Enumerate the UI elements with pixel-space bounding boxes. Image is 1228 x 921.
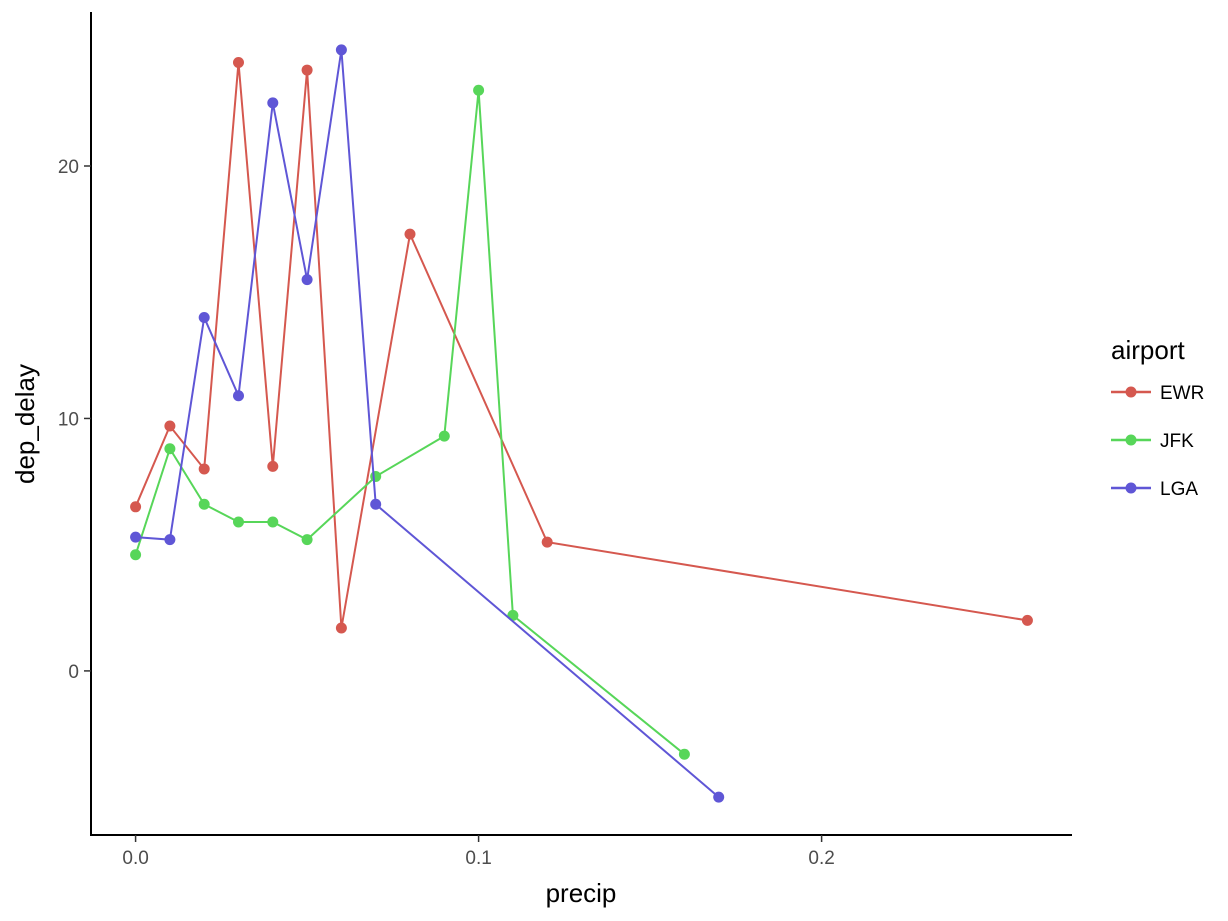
data-point-lga (713, 791, 725, 803)
data-point-ewr (130, 501, 142, 513)
data-point-lga (164, 534, 176, 546)
data-point-jfk (678, 748, 690, 760)
legend-item-lga: LGA (1111, 479, 1198, 500)
data-point-lga (370, 498, 382, 510)
series-line-ewr (134, 62, 1028, 629)
legend-item-ewr: EWR (1111, 383, 1204, 404)
legend-label: JFK (1160, 431, 1194, 452)
legend-key-point (1125, 386, 1137, 398)
legend-key-point (1125, 482, 1137, 494)
data-point-lga (130, 531, 142, 543)
data-point-ewr (198, 463, 210, 475)
legend: airport EWR JFK LGA (1111, 335, 1204, 500)
plot-area (130, 44, 1033, 803)
data-point-ewr (335, 622, 347, 634)
data-point-jfk (301, 534, 313, 546)
data-point-jfk (130, 549, 142, 561)
legend-title: airport (1111, 335, 1185, 365)
data-point-ewr (164, 420, 176, 432)
y-tick-label: 0 (68, 662, 79, 683)
data-point-jfk (164, 443, 176, 455)
legend-label: EWR (1160, 383, 1204, 404)
data-point-ewr (541, 536, 553, 548)
x-axis-ticks: 0.0 0.1 0.2 (122, 835, 835, 869)
data-point-ewr (1021, 614, 1033, 626)
y-tick-label: 10 (58, 409, 79, 430)
data-point-ewr (404, 228, 416, 240)
data-point-jfk (370, 471, 382, 483)
series-line-jfk (134, 90, 686, 755)
data-point-ewr (232, 56, 244, 68)
x-tick-label: 0.1 (465, 848, 491, 869)
x-tick-label: 0.2 (808, 848, 834, 869)
data-point-lga (335, 44, 347, 56)
data-point-ewr (267, 460, 279, 472)
data-point-ewr (301, 64, 313, 76)
data-point-jfk (267, 516, 279, 528)
y-tick-label: 20 (58, 157, 79, 178)
data-point-jfk (232, 516, 244, 528)
data-point-jfk (438, 430, 450, 442)
data-point-lga (267, 97, 279, 109)
data-point-lga (198, 311, 210, 323)
series-line-lga (135, 49, 720, 798)
x-axis-title: precip (546, 878, 617, 908)
series-ewr (130, 56, 1033, 634)
legend-key-point (1125, 434, 1137, 446)
series-lga (130, 44, 725, 803)
y-axis-ticks: 0 10 20 (58, 157, 91, 683)
data-point-lga (232, 390, 244, 402)
series-jfk (130, 84, 690, 760)
legend-item-jfk: JFK (1111, 431, 1194, 452)
y-axis-title: dep_delay (10, 364, 40, 484)
legend-label: LGA (1160, 479, 1198, 500)
x-tick-label: 0.0 (122, 848, 148, 869)
data-point-jfk (198, 498, 210, 510)
data-point-jfk (473, 84, 485, 96)
data-point-lga (301, 274, 313, 286)
